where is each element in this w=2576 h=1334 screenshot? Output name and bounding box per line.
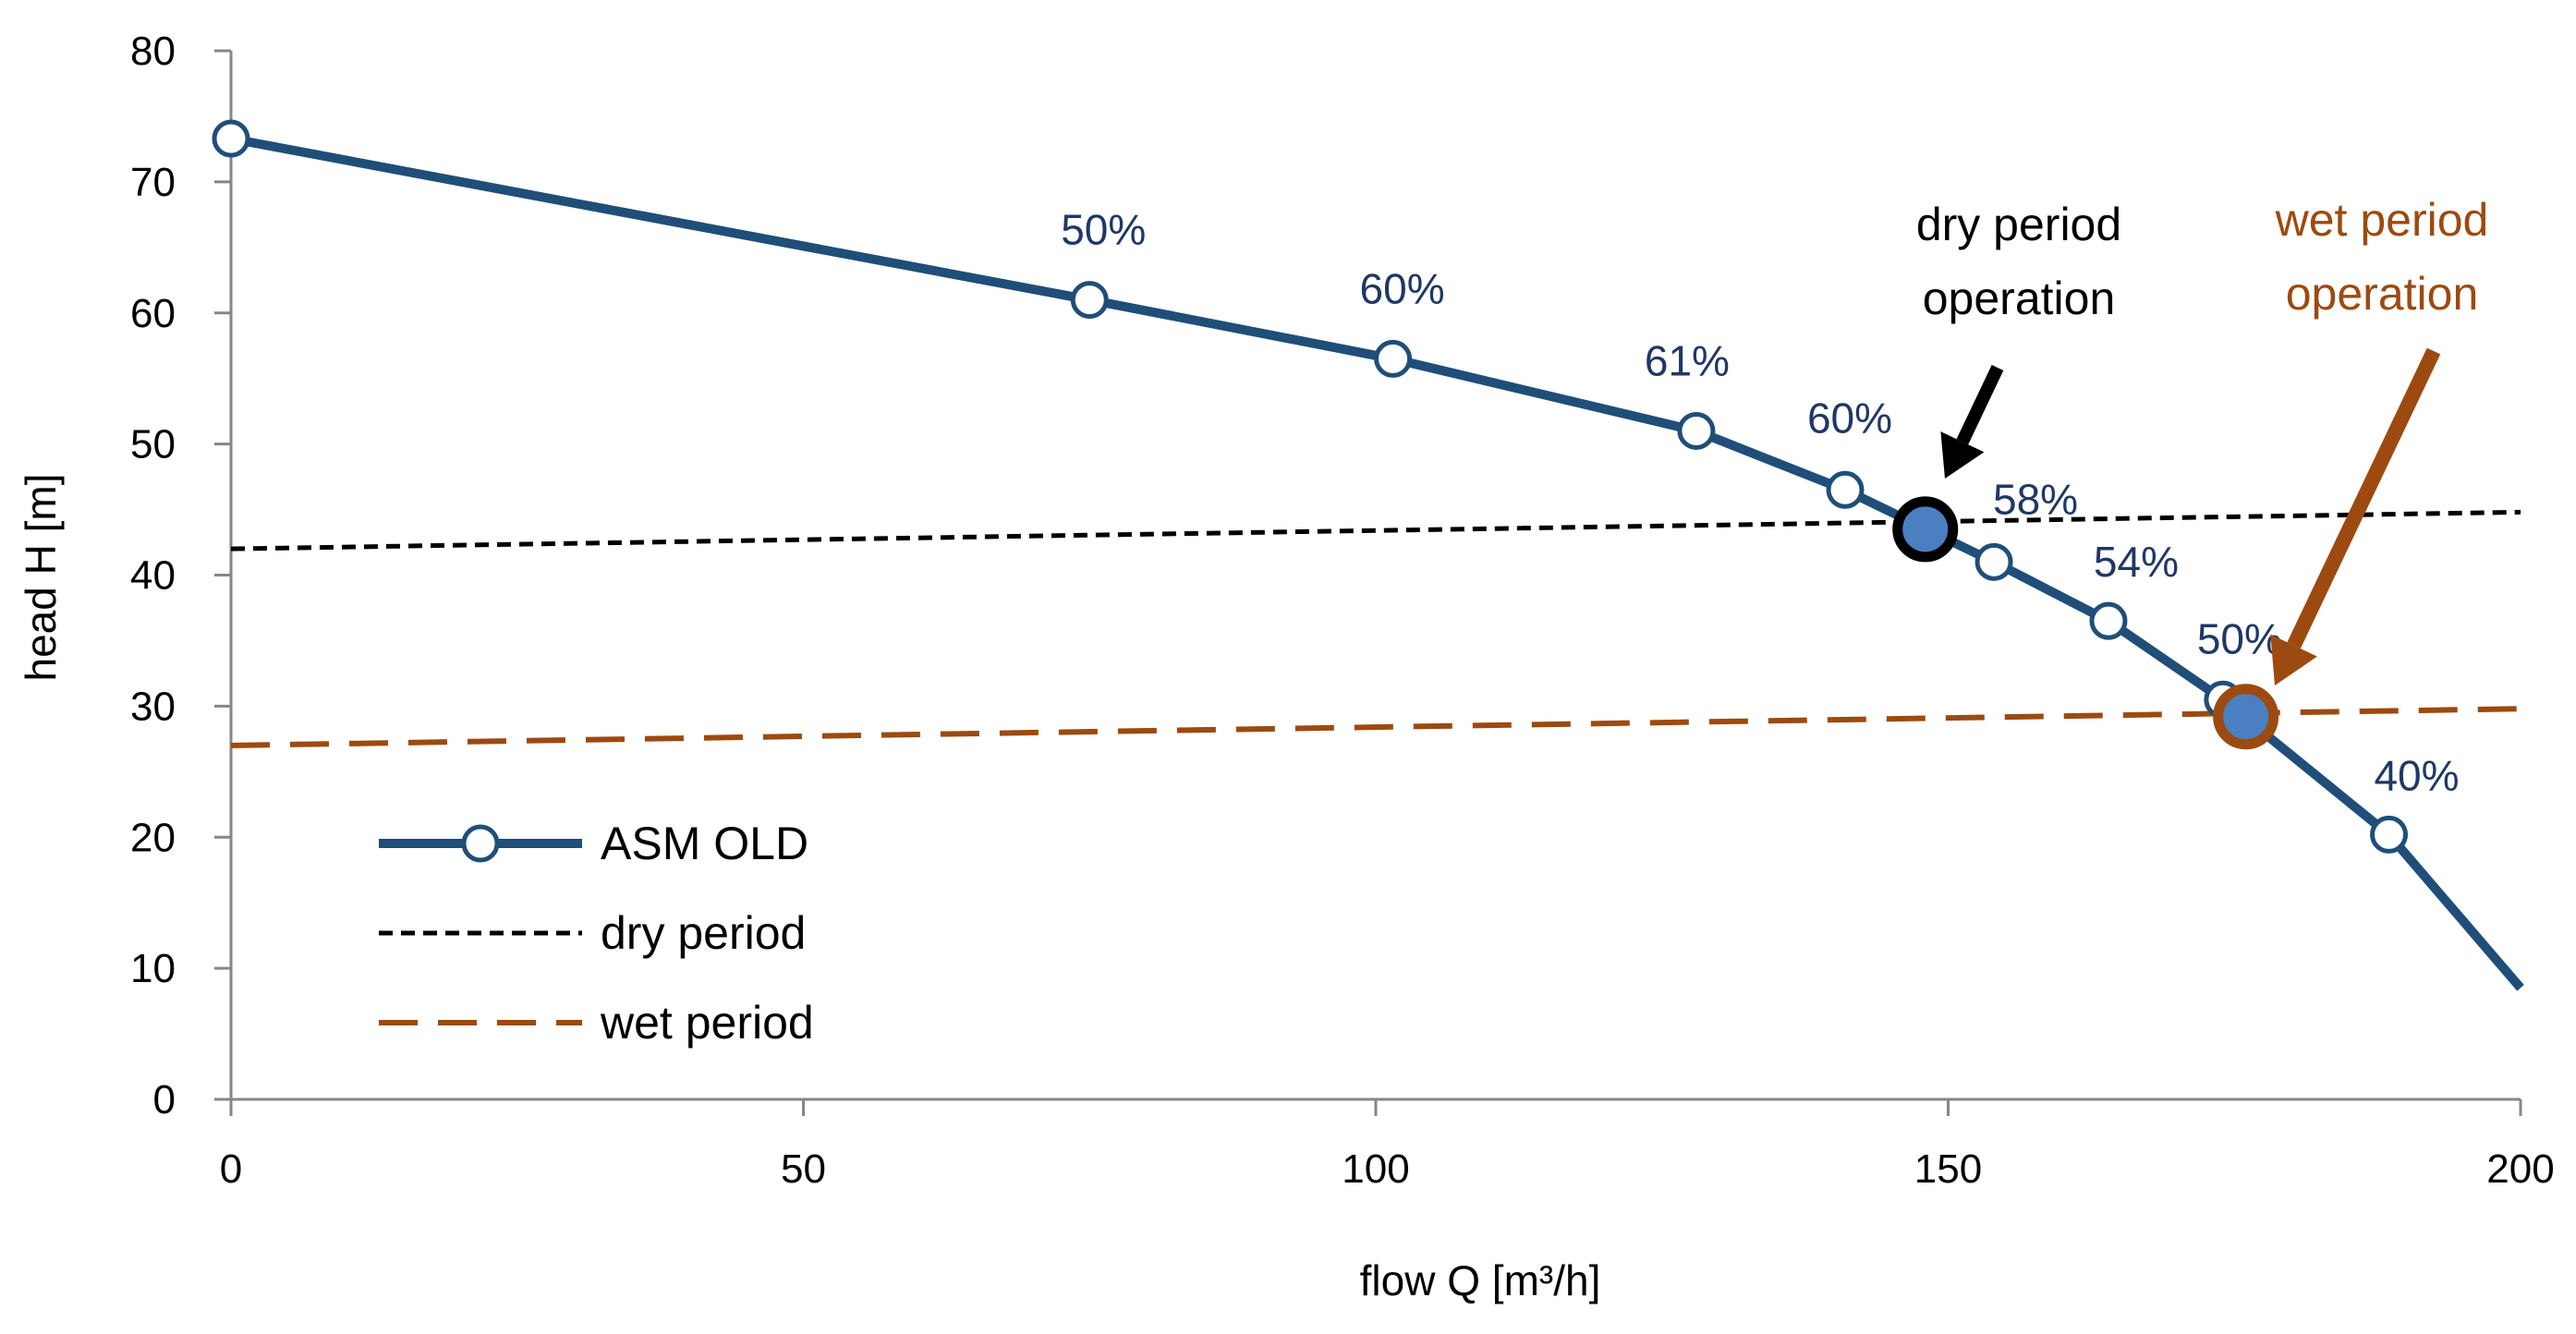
data-point-marker [2370, 815, 2409, 854]
x-tick-label: 0 [220, 1146, 242, 1192]
efficiency-label: 40% [2374, 751, 2459, 799]
y-tick-label: 70 [130, 160, 176, 205]
y-tick-label: 30 [130, 684, 176, 729]
operating-point-label: dry period [1916, 199, 2121, 250]
data-point-marker [1374, 339, 1413, 378]
y-tick-label: 80 [130, 29, 176, 74]
efficiency-label: 50% [1061, 206, 1146, 254]
data-point-marker [1070, 281, 1109, 320]
efficiency-label: 54% [2094, 538, 2179, 586]
operating-point-label: operation [2286, 268, 2479, 320]
y-tick-label: 20 [130, 815, 176, 860]
data-point-marker [1826, 470, 1865, 509]
legend: ASM OLD dry period wet period [379, 818, 814, 1049]
y-tick-label: 10 [130, 946, 176, 991]
x-axis-title: flow Q [m³/h] [1360, 1256, 1601, 1304]
data-point-marker [1677, 411, 1716, 450]
x-tick-label: 150 [1914, 1146, 1982, 1192]
x-tick-label: 50 [781, 1146, 826, 1192]
annotation-arrow-shaft [2287, 347, 2441, 649]
legend-label: dry period [601, 907, 806, 959]
operating-point-annotations: dry period operation wet period operation [1892, 194, 2489, 750]
annotation-arrow-shaft [1956, 364, 2004, 445]
tick-labels: 0 50 100 150 200 0 10 20 30 40 50 60 70 80 [130, 29, 2555, 1192]
y-tick-label: 40 [130, 553, 176, 599]
y-tick-label: 50 [130, 422, 176, 467]
efficiency-label: 58% [1993, 475, 2078, 523]
data-point-marker [2089, 601, 2128, 640]
operating-point-marker [2213, 684, 2279, 750]
efficiency-labels: 50% 60% 61% 60% 58% 54% 50% 40% [1061, 206, 2459, 800]
efficiency-label: 60% [1807, 394, 1892, 442]
axes [214, 49, 2522, 1116]
legend-label: wet period [600, 997, 814, 1049]
x-tick-label: 100 [1342, 1146, 1409, 1192]
x-tick-label: 200 [2486, 1146, 2554, 1192]
y-tick-label: 0 [153, 1077, 176, 1122]
annotation-arrow-head [1940, 431, 1985, 479]
y-axis-title: head H [m] [17, 474, 65, 682]
operating-point-label: operation [1923, 273, 2116, 324]
efficiency-label: 50% [2197, 614, 2282, 662]
data-point-marker [1975, 542, 2013, 581]
series-line-1 [230, 509, 2521, 552]
legend-label: ASM OLD [601, 818, 808, 869]
y-tick-label: 60 [130, 291, 176, 336]
legend-swatch-marker [461, 824, 500, 863]
operating-point-label: wet period [2275, 194, 2489, 246]
operating-point-marker [1892, 496, 1959, 563]
series-line-2 [230, 706, 2521, 748]
efficiency-label: 60% [1360, 264, 1445, 312]
annotation-arrow-head [2270, 634, 2317, 685]
efficiency-label: 61% [1645, 336, 1730, 384]
data-point-marker [212, 119, 250, 158]
